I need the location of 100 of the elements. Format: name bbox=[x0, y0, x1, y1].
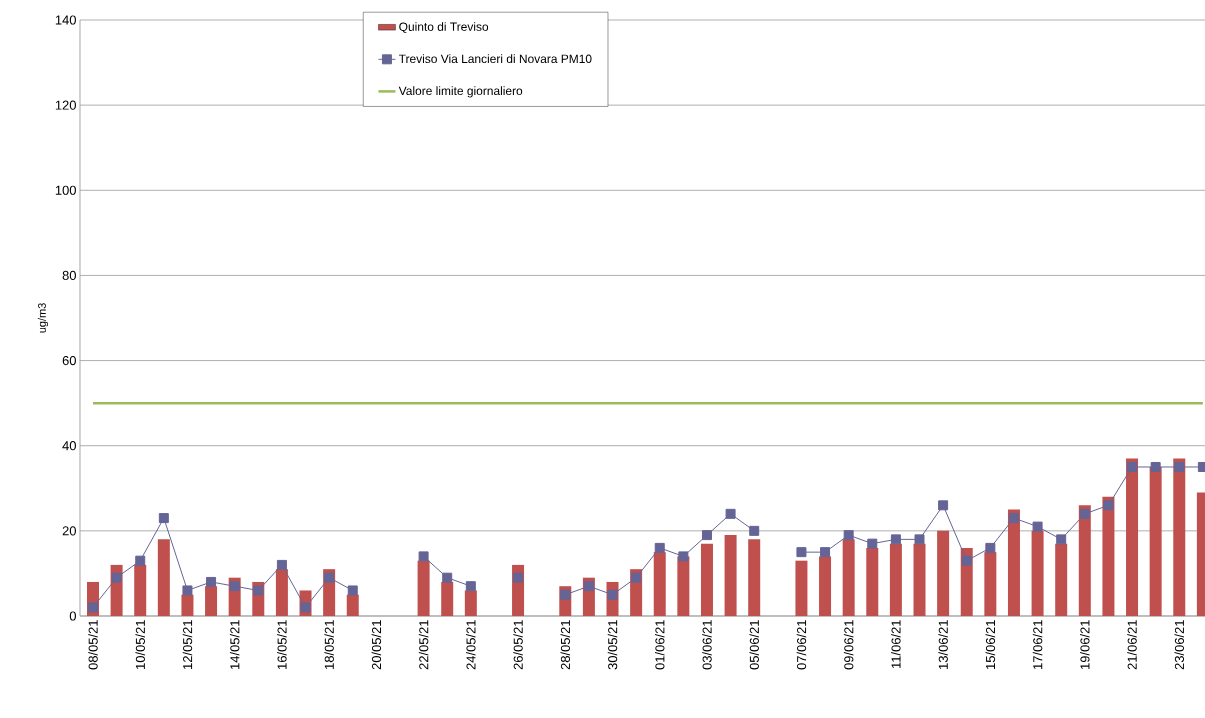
point bbox=[442, 572, 453, 583]
point bbox=[229, 581, 240, 592]
x-tick-label: 21/06/21 bbox=[1127, 620, 1137, 670]
x-tick-label: 19/06/21 bbox=[1080, 620, 1090, 669]
x-tick-label: 07/06/21 bbox=[796, 620, 807, 670]
point bbox=[253, 585, 264, 596]
bar bbox=[677, 556, 690, 616]
bar bbox=[275, 569, 288, 616]
bar bbox=[653, 552, 666, 616]
point bbox=[1150, 462, 1161, 472]
point bbox=[135, 555, 146, 566]
x-tick-label: 17/06/21 bbox=[1032, 620, 1043, 669]
y-tick-label: 140 bbox=[55, 15, 76, 25]
y-tick-label: 0 bbox=[69, 611, 76, 621]
point bbox=[1127, 462, 1138, 472]
point bbox=[820, 547, 831, 558]
point bbox=[914, 534, 925, 545]
x-tick-label: 24/05/21 bbox=[466, 620, 476, 670]
x-tick-label: 05/06/21 bbox=[749, 620, 759, 670]
y-tick-label: 60 bbox=[62, 355, 76, 366]
point bbox=[749, 525, 760, 536]
bar bbox=[795, 560, 808, 616]
point bbox=[725, 508, 736, 519]
x-tick-label: 28/05/21 bbox=[560, 620, 571, 670]
point bbox=[678, 551, 689, 562]
x-tick-label: 08/05/21 bbox=[88, 620, 98, 670]
x-tick-label: 18/05/21 bbox=[324, 620, 334, 669]
bar bbox=[157, 539, 170, 616]
x-tick-label: 10/05/21 bbox=[135, 620, 145, 669]
bar bbox=[842, 539, 855, 616]
x-tick-label: 30/05/21 bbox=[607, 620, 618, 670]
bar bbox=[724, 535, 737, 616]
point bbox=[961, 555, 972, 566]
legend-label: Treviso Via Lancieri di Novara PM10 bbox=[398, 54, 592, 64]
point bbox=[1008, 513, 1019, 524]
y-axis-title: ug/m3 bbox=[37, 303, 49, 333]
point bbox=[111, 572, 122, 583]
point bbox=[418, 551, 429, 562]
y-tick-label: 120 bbox=[55, 100, 76, 110]
bar bbox=[866, 547, 879, 616]
bar bbox=[819, 556, 832, 616]
x-tick-label: 12/05/21 bbox=[182, 620, 193, 669]
bar bbox=[913, 543, 926, 616]
bar bbox=[1173, 458, 1186, 616]
point bbox=[701, 530, 712, 541]
bar bbox=[1102, 496, 1115, 616]
bar bbox=[1031, 530, 1044, 616]
point bbox=[1056, 534, 1067, 545]
y-tick-label: 80 bbox=[62, 270, 76, 281]
bar bbox=[889, 543, 902, 616]
bar bbox=[181, 594, 194, 616]
point bbox=[1103, 500, 1114, 511]
point bbox=[324, 572, 335, 583]
x-tick-label: 14/05/21 bbox=[229, 620, 240, 669]
point bbox=[938, 500, 949, 511]
point bbox=[985, 542, 996, 553]
bar bbox=[984, 552, 997, 616]
point bbox=[465, 581, 476, 592]
x-tick-label: 01/06/21 bbox=[654, 620, 665, 670]
point bbox=[182, 585, 193, 596]
bar bbox=[1055, 543, 1068, 616]
x-tick-label: 09/06/21 bbox=[843, 620, 854, 670]
point bbox=[890, 534, 901, 545]
y-tick-label: 20 bbox=[62, 526, 76, 536]
x-tick-label: 20/05/21 bbox=[371, 620, 382, 670]
bar bbox=[1149, 467, 1162, 616]
bar bbox=[1126, 458, 1139, 616]
point bbox=[1174, 462, 1185, 472]
x-tick-label: 23/06/21 bbox=[1174, 620, 1185, 670]
point bbox=[1079, 508, 1090, 519]
x-tick-label: 16/05/21 bbox=[277, 620, 287, 669]
bar bbox=[441, 581, 454, 616]
point bbox=[87, 602, 98, 613]
x-tick-label: 22/05/21 bbox=[418, 620, 429, 670]
point bbox=[843, 530, 854, 541]
point bbox=[631, 572, 642, 583]
point bbox=[513, 572, 524, 583]
bar bbox=[1007, 509, 1020, 616]
bar bbox=[748, 539, 761, 616]
point bbox=[560, 589, 571, 600]
bar bbox=[205, 586, 218, 616]
point bbox=[347, 585, 358, 596]
bar bbox=[134, 564, 147, 616]
point bbox=[583, 581, 594, 592]
bar bbox=[937, 530, 950, 616]
bar bbox=[1078, 505, 1091, 616]
y-tick-label: 100 bbox=[55, 185, 76, 195]
point bbox=[158, 513, 169, 524]
point bbox=[654, 542, 665, 553]
point bbox=[276, 559, 287, 570]
point bbox=[1032, 521, 1043, 532]
x-tick-label: 15/06/21 bbox=[985, 620, 996, 669]
bar bbox=[346, 594, 359, 616]
x-tick-label: 26/05/21 bbox=[513, 620, 523, 670]
bar bbox=[417, 560, 430, 616]
point bbox=[206, 576, 217, 587]
x-tick-label: 13/06/21 bbox=[938, 620, 948, 669]
legend-label: Quinto di Treviso bbox=[399, 22, 489, 34]
x-tick-label: 03/06/21 bbox=[702, 620, 712, 670]
point bbox=[867, 538, 878, 549]
